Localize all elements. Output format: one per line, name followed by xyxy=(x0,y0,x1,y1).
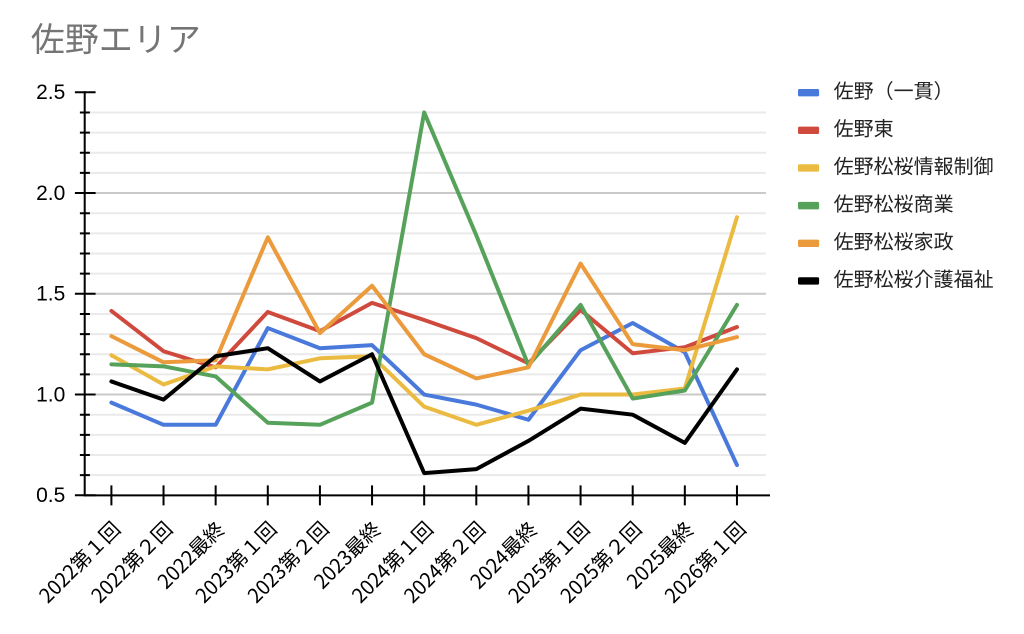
svg-text:1.0: 1.0 xyxy=(36,383,65,406)
svg-text:1.5: 1.5 xyxy=(36,283,65,306)
svg-text:2.5: 2.5 xyxy=(36,81,65,104)
svg-text:2.0: 2.0 xyxy=(36,182,65,205)
svg-text:0.5: 0.5 xyxy=(36,484,65,507)
